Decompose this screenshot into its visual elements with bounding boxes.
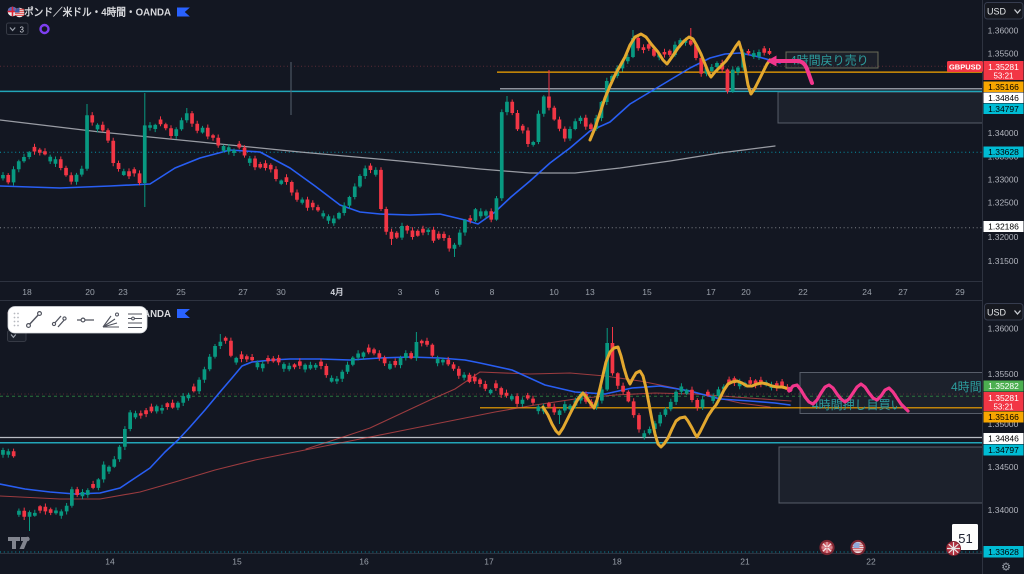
svg-text:3: 3 [20,26,25,35]
svg-text:15: 15 [642,287,652,297]
svg-text:1.31500: 1.31500 [988,256,1019,266]
svg-text:1.35500: 1.35500 [988,369,1019,379]
svg-text:1.34846: 1.34846 [988,434,1019,444]
svg-text:1.35000: 1.35000 [988,419,1019,429]
svg-text:1.35166: 1.35166 [988,412,1019,422]
svg-text:20: 20 [741,287,751,297]
svg-text:27: 27 [238,287,248,297]
svg-text:⚙: ⚙ [1001,562,1011,574]
svg-text:29: 29 [955,287,965,297]
svg-text:1.33628: 1.33628 [988,147,1019,157]
svg-text:1.35166: 1.35166 [988,82,1019,92]
svg-text:1.36000: 1.36000 [988,25,1019,35]
svg-text:USD: USD [987,7,1007,17]
svg-text:1.34500: 1.34500 [988,462,1019,472]
svg-text:53:21: 53:21 [993,72,1014,81]
svg-text:14: 14 [105,557,115,567]
svg-text:1.34797: 1.34797 [988,104,1019,114]
svg-text:1.35281: 1.35281 [988,393,1019,403]
svg-text:1.34000: 1.34000 [988,128,1019,138]
svg-text:4時間押し目買い: 4時間押し目買い [812,398,903,412]
svg-text:4時間: 4時間 [951,380,982,394]
svg-text:GBPUSD: GBPUSD [949,63,982,72]
svg-text:4月: 4月 [330,287,343,297]
svg-text:1.33628: 1.33628 [988,547,1019,557]
svg-text:53:21: 53:21 [993,403,1014,412]
svg-text:4時間戻り売り: 4時間戻り売り [790,53,869,68]
svg-text:21: 21 [740,557,750,567]
svg-text:17: 17 [706,287,716,297]
svg-text:15: 15 [232,557,242,567]
svg-text:1.35500: 1.35500 [988,49,1019,59]
svg-text:10: 10 [549,287,559,297]
svg-text:3: 3 [398,287,403,297]
svg-text:20: 20 [85,287,95,297]
svg-text:1.34000: 1.34000 [988,505,1019,515]
svg-text:1.32000: 1.32000 [988,232,1019,242]
svg-text:1.36000: 1.36000 [988,324,1019,334]
svg-text:1.35282: 1.35282 [988,381,1019,391]
svg-text:1.32500: 1.32500 [988,198,1019,208]
svg-text:ポンド／米ドル・4時間・OANDA: ポンド／米ドル・4時間・OANDA [24,6,171,19]
svg-text:25: 25 [176,287,186,297]
svg-text:1.34846: 1.34846 [988,93,1019,103]
svg-text:8: 8 [490,287,495,297]
svg-text:22: 22 [798,287,808,297]
svg-text:30: 30 [276,287,286,297]
svg-text:1.34797: 1.34797 [988,445,1019,455]
svg-text:27: 27 [898,287,908,297]
svg-text:1.32186: 1.32186 [988,222,1019,232]
svg-text:1.35281: 1.35281 [988,62,1019,72]
svg-text:1.33000: 1.33000 [988,175,1019,185]
svg-text:17: 17 [484,557,494,567]
svg-text:24: 24 [862,287,872,297]
svg-text:23: 23 [118,287,128,297]
svg-text:13: 13 [585,287,595,297]
svg-text:18: 18 [612,557,622,567]
svg-text:22: 22 [866,557,876,567]
svg-text:16: 16 [359,557,369,567]
svg-text:6: 6 [435,287,440,297]
svg-text:USD: USD [987,308,1007,318]
svg-text:51: 51 [958,531,972,546]
svg-text:18: 18 [22,287,32,297]
